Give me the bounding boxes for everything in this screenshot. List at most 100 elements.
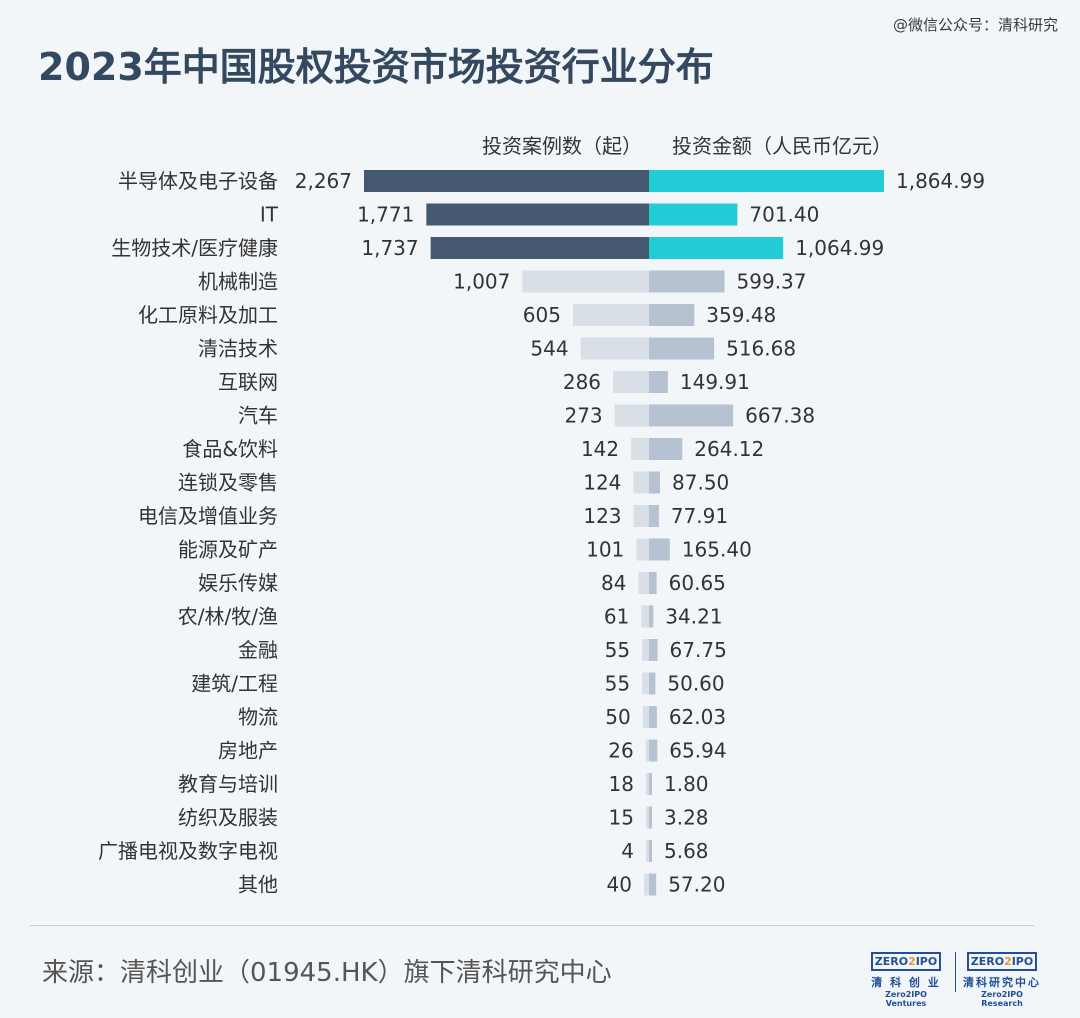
right-value-label: 1,864.99	[896, 169, 985, 193]
category-label: 农/林/牧/渔	[178, 605, 278, 629]
left-bar	[645, 739, 649, 762]
right-value-label: 359.48	[706, 303, 776, 327]
right-value-label: 701.40	[749, 203, 819, 227]
right-bar	[649, 471, 661, 494]
right-value-label: 62.03	[669, 705, 726, 729]
left-value-label: 1,771	[357, 203, 414, 227]
right-value-label: 264.12	[694, 437, 764, 461]
category-label: 娱乐传媒	[198, 571, 278, 595]
left-bar	[430, 237, 649, 259]
left-bar	[636, 538, 649, 561]
category-label: 食品&饮料	[182, 437, 278, 461]
left-bar	[572, 304, 649, 326]
right-bar	[649, 505, 659, 527]
left-value-label: 1,737	[361, 236, 418, 260]
left-value-label: 273	[564, 404, 602, 428]
right-value-label: 67.75	[670, 638, 727, 662]
left-bar	[614, 404, 649, 427]
left-bar	[641, 605, 649, 628]
zero2ipo-research-logo: ZERO2IPO 清科研究中心 Zero2IPO Research	[962, 950, 1042, 1008]
right-value-label: 57.20	[668, 873, 725, 897]
right-bar	[649, 672, 656, 695]
right-value-label: 1,064.99	[795, 236, 884, 260]
left-bar	[642, 706, 649, 728]
category-label: 互联网	[218, 370, 278, 394]
left-bar	[633, 505, 649, 527]
right-value-label: 5.68	[664, 839, 709, 863]
right-value-label: 60.65	[669, 571, 726, 595]
category-label: 连锁及零售	[178, 471, 278, 495]
category-label: 物流	[238, 705, 278, 729]
category-label: 房地产	[218, 739, 278, 763]
left-value-label: 123	[583, 504, 621, 528]
left-bar	[580, 337, 649, 360]
right-value-label: 50.60	[667, 672, 724, 696]
left-bar	[638, 572, 649, 594]
left-value-label: 2,267	[295, 169, 352, 193]
right-bar	[649, 739, 658, 762]
left-bar	[613, 371, 649, 393]
right-value-label: 87.50	[672, 471, 729, 495]
right-bar	[649, 304, 695, 326]
category-label: 教育与培训	[178, 772, 278, 796]
right-bar	[649, 806, 652, 829]
left-bar	[643, 873, 649, 896]
left-value-label: 15	[609, 806, 634, 830]
footer-divider	[30, 925, 1034, 926]
left-value-label: 124	[583, 471, 621, 495]
left-value-label: 544	[530, 337, 568, 361]
source-note: 来源：清科创业（01945.HK）旗下清科研究中心	[42, 958, 612, 988]
left-bar	[426, 203, 649, 226]
left-value-label: 55	[605, 672, 630, 696]
left-value-label: 4	[621, 839, 634, 863]
category-label: 化工原料及加工	[138, 303, 278, 327]
right-bar	[649, 538, 670, 561]
left-value-label: 101	[586, 538, 624, 562]
category-label: 清洁技术	[198, 337, 278, 361]
right-bar	[649, 840, 652, 862]
category-label: 金融	[238, 638, 278, 662]
zero2ipo-ventures-logo: ZERO2IPO 清 科 创 业 Zero2IPO Ventures	[866, 950, 946, 1008]
right-series-header: 投资金额（人民币亿元）	[672, 134, 892, 158]
right-bar	[649, 337, 715, 360]
right-value-label: 34.21	[665, 605, 722, 629]
left-series-header: 投资案例数（起）	[482, 134, 642, 158]
left-bar	[364, 170, 649, 192]
right-bar	[649, 639, 658, 661]
right-value-label: 516.68	[726, 337, 796, 361]
left-value-label: 18	[609, 772, 634, 796]
category-label: 能源及矿产	[178, 538, 278, 562]
right-value-label: 65.94	[669, 739, 726, 763]
left-value-label: 55	[605, 638, 630, 662]
right-value-label: 3.28	[664, 806, 709, 830]
logo-separator	[955, 952, 956, 992]
category-label: 纺织及服装	[178, 806, 278, 830]
right-bar	[649, 203, 738, 226]
right-bar	[649, 773, 652, 795]
category-label: IT	[260, 203, 279, 227]
right-bar	[649, 170, 884, 192]
left-value-label: 84	[601, 571, 626, 595]
left-bar	[642, 639, 649, 661]
left-value-label: 286	[563, 370, 601, 394]
left-bar	[642, 672, 649, 695]
bar-chart: 半导体及电子设备 2,267 1,864.99 IT 1,771 701.40 生物技术/医…	[98, 169, 985, 897]
left-value-label: 1,007	[453, 270, 510, 294]
left-bar	[522, 270, 649, 293]
right-bar	[649, 404, 734, 427]
category-label: 其他	[238, 873, 278, 897]
category-label: 生物技术/医疗健康	[111, 236, 278, 260]
right-value-label: 1.80	[664, 772, 709, 796]
category-label: 建筑/工程	[191, 672, 278, 696]
right-value-label: 667.38	[745, 404, 815, 428]
right-bar	[649, 706, 657, 728]
category-label: 广播电视及数字电视	[98, 839, 278, 863]
chart-title: 2023年中国股权投资市场投资行业分布	[38, 45, 714, 89]
left-value-label: 26	[608, 739, 633, 763]
right-value-label: 149.91	[680, 370, 750, 394]
right-bar	[649, 371, 668, 393]
right-bar	[649, 572, 657, 594]
right-bar	[649, 605, 654, 628]
category-label: 机械制造	[198, 270, 278, 294]
right-value-label: 599.37	[737, 270, 807, 294]
